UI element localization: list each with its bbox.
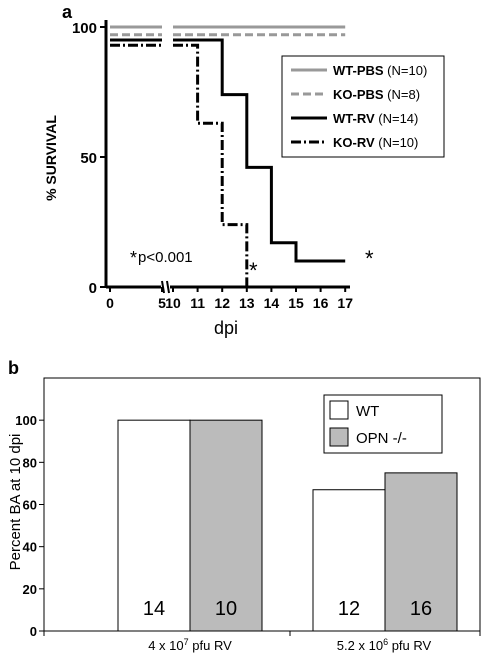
bar-legend: WT OPN -/- xyxy=(323,394,443,454)
bar-wt-2 xyxy=(312,489,386,632)
legend-swatch-wt xyxy=(329,400,349,420)
y-tick-label: 0 xyxy=(89,280,97,297)
p-value-annotation: p<0.001 xyxy=(138,249,193,266)
panel-b-label: b xyxy=(8,358,19,378)
y-tick-label: 0 xyxy=(30,624,37,639)
panel-a-label: a xyxy=(62,2,73,22)
x-tick-label: 16 xyxy=(313,295,329,311)
survival-y-axis-title: % SURVIVAL xyxy=(43,115,59,201)
x-tick-label: 13 xyxy=(239,295,255,311)
survival-chart: 0 50 100 0 5 10 11 12 13 14 15 16 17 xyxy=(72,20,353,311)
legend-label-opn: OPN -/- xyxy=(356,430,407,447)
x-tick-label: 11 xyxy=(190,295,205,311)
series-line-ko-rv xyxy=(173,43,249,287)
y-tick-label: 80 xyxy=(23,455,37,470)
bar-opn-2 xyxy=(384,472,458,632)
ba-y-axis-title: Percent BA at 10 dpi xyxy=(7,434,24,571)
x-tick-label: 5 xyxy=(158,295,166,311)
bar-opn-1 xyxy=(189,419,263,632)
legend-swatch-opn xyxy=(329,427,349,447)
legend-label-wt-pbs: WT-PBS (N=10) xyxy=(333,63,427,78)
ko-rv-significance-mark: * xyxy=(249,258,258,283)
significance-star: * xyxy=(130,248,137,268)
ba-bar-chart: 0 20 40 60 80 100 14 10 12 16 xyxy=(15,377,481,639)
category-label-1: 4 x 107 pfu RV xyxy=(148,637,232,653)
y-tick-label: 50 xyxy=(80,150,97,167)
x-tick-label: 0 xyxy=(106,295,114,311)
wt-rv-significance-mark: * xyxy=(365,246,374,271)
y-tick-label: 20 xyxy=(23,582,37,597)
legend-label-ko-pbs: KO-PBS (N=8) xyxy=(333,87,420,102)
x-tick-label: 17 xyxy=(337,295,353,311)
x-axis-break-mark xyxy=(166,280,170,294)
survival-legend: WT-PBS (N=10) KO-PBS (N=8) WT-RV (N=14) KO-… xyxy=(281,55,445,158)
y-tick-label: 40 xyxy=(23,540,37,555)
legend-label-wt-rv: WT-RV (N=14) xyxy=(333,111,418,126)
x-tick-label: 15 xyxy=(288,295,304,311)
bar-n-label: 16 xyxy=(410,598,432,620)
y-tick-label: 100 xyxy=(15,413,37,428)
x-tick-label: 10 xyxy=(165,295,181,311)
series-line-wt-rv xyxy=(173,38,346,263)
bar-n-label: 10 xyxy=(215,598,237,620)
bar-wt-1 xyxy=(117,419,191,632)
legend-label-wt: WT xyxy=(356,403,379,420)
x-tick-label: 14 xyxy=(264,295,280,311)
survival-legend-box xyxy=(281,55,445,158)
bar-n-label: 14 xyxy=(143,598,165,620)
survival-x-axis-title: dpi xyxy=(214,318,238,338)
legend-label-ko-rv: KO-RV (N=10) xyxy=(333,135,418,150)
y-tick-label: 60 xyxy=(23,498,37,513)
bar-n-label: 12 xyxy=(338,598,360,620)
x-tick-label: 12 xyxy=(214,295,230,311)
y-tick-label: 100 xyxy=(72,20,97,37)
category-label-2: 5.2 x 106 pfu RV xyxy=(337,637,432,653)
